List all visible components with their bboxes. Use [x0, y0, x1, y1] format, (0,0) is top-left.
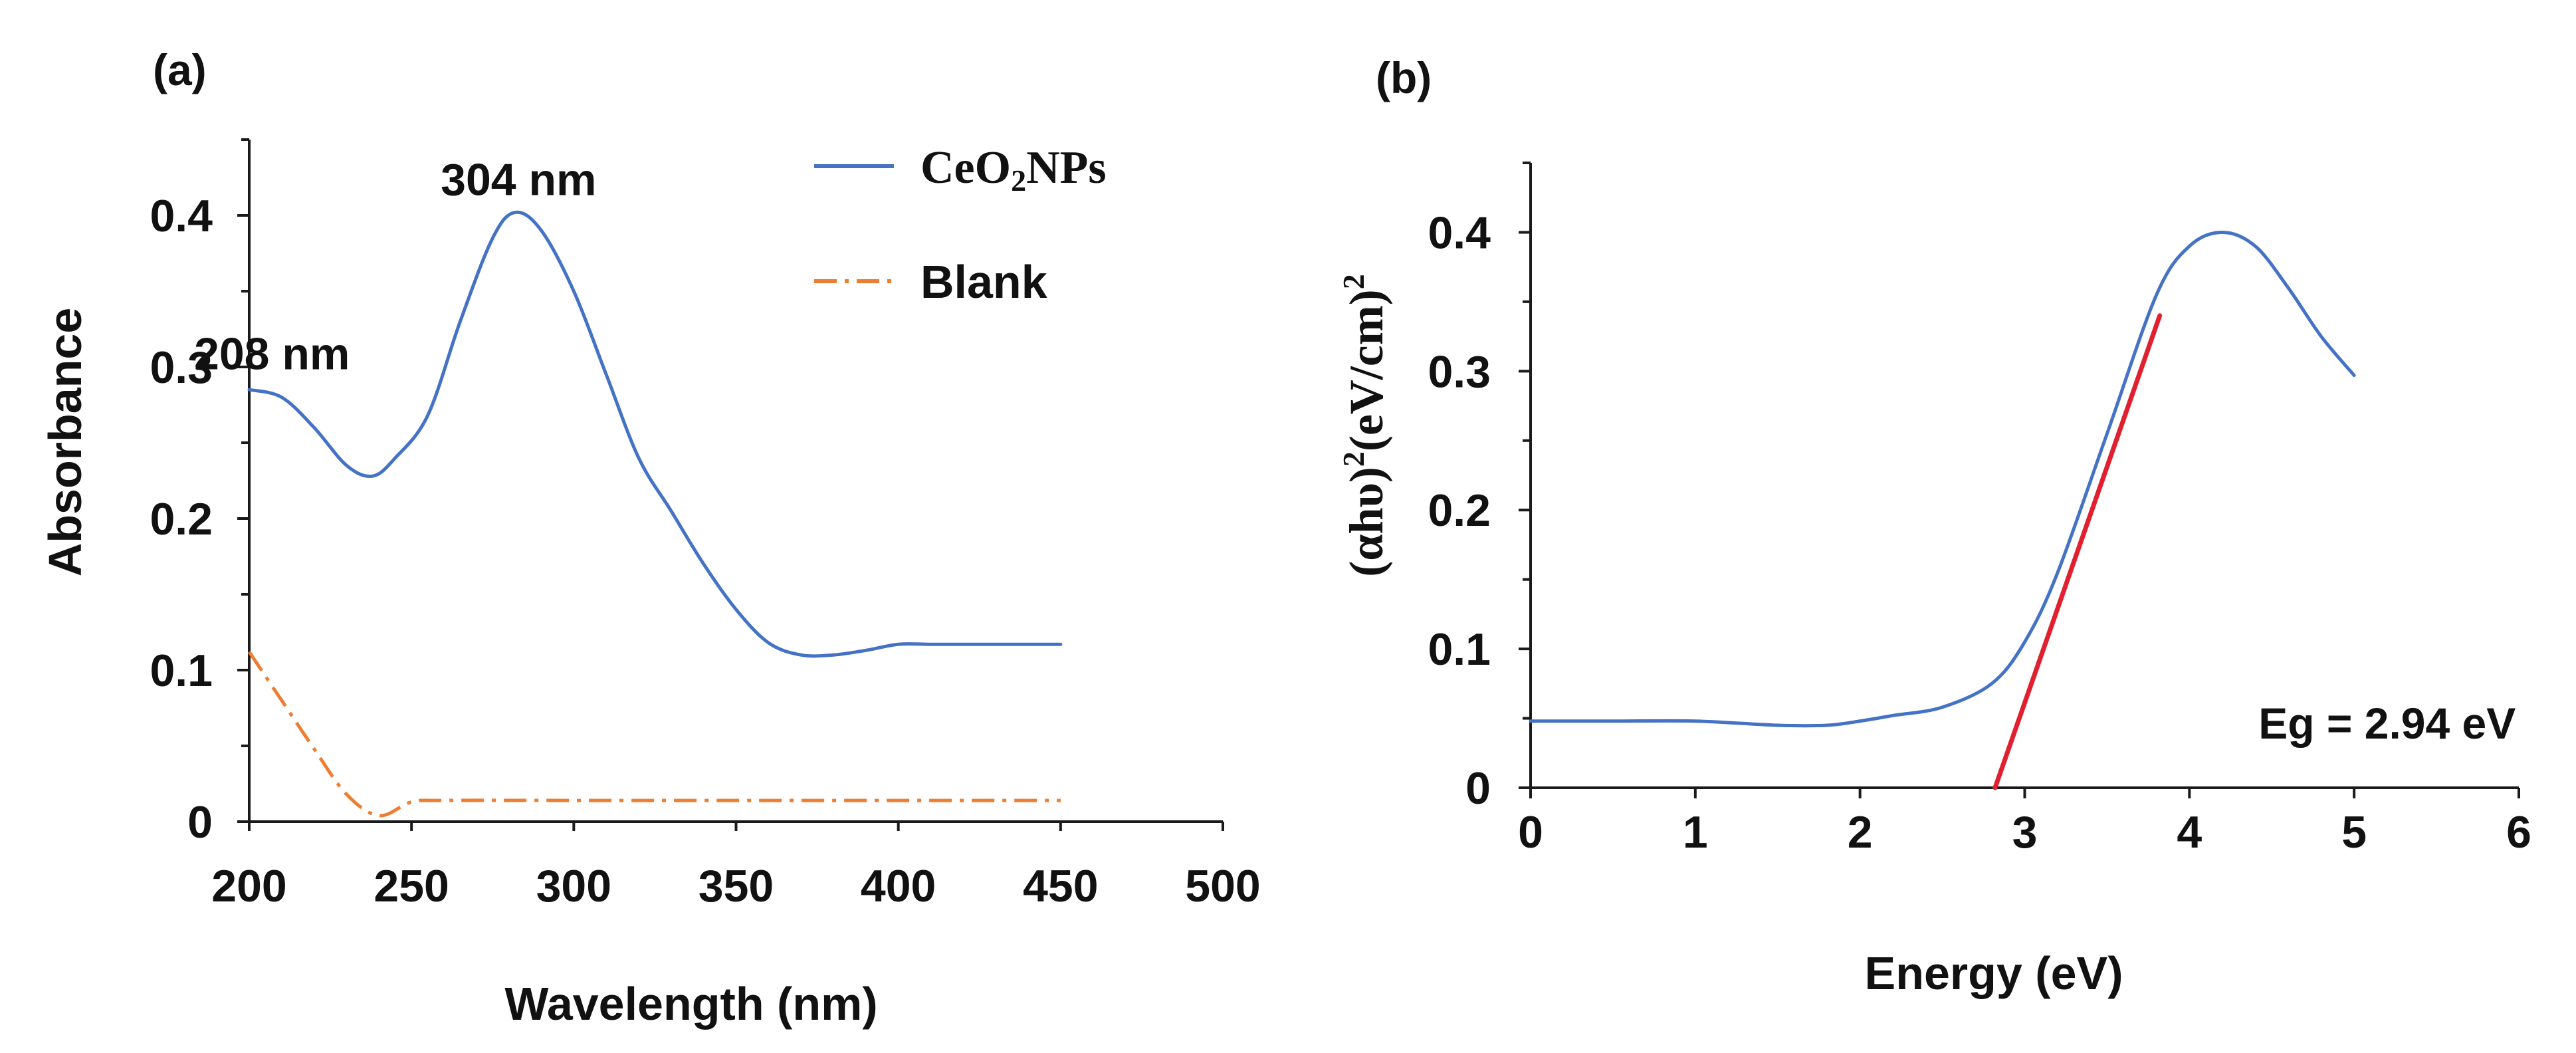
panel-b-x-axis-title: Energy (eV): [1865, 947, 2123, 999]
panel-b-eg-annotation: Eg = 2.94 eV: [2258, 699, 2516, 748]
panel-b-label: (b): [1376, 53, 1432, 102]
x-tick-label: 5: [2341, 807, 2367, 858]
x-tick-label: 6: [2506, 807, 2531, 858]
panel-b-ylabel-sup2: 2: [1337, 274, 1370, 289]
legend-ceo2-base: CeO: [920, 142, 1011, 193]
panel-a-annotation-304: 304 nm: [441, 154, 596, 205]
panel-b-series: [1529, 230, 2356, 790]
y-tick-label: 0.1: [1428, 624, 1491, 675]
panel-a-series: [247, 210, 1063, 818]
y-tick-label: 0: [1465, 763, 1491, 814]
panel-b-tauc-plot: (b) 0 0.1 0.2 0.3 0.4 0 1 2 3 4 5 6 Eg = 2.94 eV E…: [1337, 53, 2531, 999]
legend-ceo2-subscript: 2: [1011, 164, 1026, 197]
x-tick-label: 0: [1518, 807, 1543, 858]
y-tick-label: 0.1: [150, 645, 213, 696]
panel-b-ylabel-part2: (eV/cm): [1340, 289, 1393, 451]
x-tick-label: 450: [1023, 861, 1098, 911]
series-tangent-fit-line: [1992, 313, 2163, 790]
panel-a-label: (a): [153, 45, 207, 94]
series-blank-line: [247, 651, 1061, 818]
x-tick-label: 500: [1185, 861, 1260, 911]
y-tick-label: 0.4: [150, 191, 213, 241]
y-tick-label: 0.2: [1428, 485, 1491, 536]
x-tick-label: 200: [211, 861, 286, 911]
panel-b-x-tick-labels: 0 1 2 3 4 5 6: [1518, 807, 2531, 858]
x-tick-label: 1: [1683, 807, 1708, 858]
panel-a-axes: [237, 138, 1224, 831]
y-tick-label: 0.3: [150, 342, 213, 393]
panel-b-y-tick-labels: 0 0.1 0.2 0.3 0.4: [1428, 207, 1491, 814]
panel-a-y-tick-labels: 0 0.1 0.2 0.3 0.4: [150, 191, 213, 848]
legend-blank-label: Blank: [920, 256, 1047, 308]
panel-b-ylabel-part1: (αhυ): [1340, 467, 1393, 577]
x-tick-label: 3: [2012, 807, 2038, 858]
series-ceo-nps-line: [247, 210, 1063, 658]
y-tick-label: 0.2: [150, 494, 213, 544]
y-tick-label: 0.4: [1428, 207, 1491, 258]
x-tick-label: 4: [2177, 807, 2202, 858]
panel-a-x-tick-labels: 200 250 300 350 400 450 500: [211, 861, 1260, 911]
x-tick-label: 300: [536, 861, 611, 911]
panel-a-absorbance-chart: (a) 00.10.20.30.4 200 250 300 350 400 450 500 …: [39, 45, 1261, 1030]
panel-b-y-axis-title: (αhυ)2(eV/cm)2: [1337, 274, 1393, 576]
panel-a-legend: CeO2NPs Blank: [814, 142, 1107, 308]
x-tick-label: 400: [861, 861, 936, 911]
x-tick-label: 250: [374, 861, 449, 911]
panel-b-ylabel-sup1: 2: [1337, 451, 1370, 467]
panel-a-y-axis-title: Absorbance: [39, 308, 91, 577]
y-tick-label: 0: [187, 797, 213, 848]
legend-ceo2-end: NPs: [1026, 142, 1107, 193]
panel-a-x-axis-title: Wavelength (nm): [504, 978, 877, 1030]
panel-a-annotation-208: 208 nm: [194, 329, 350, 380]
x-tick-label: 2: [1848, 807, 1873, 858]
x-tick-label: 350: [698, 861, 774, 911]
y-tick-label: 0.3: [1428, 346, 1491, 397]
legend-ceo2-label: CeO2NPs: [920, 142, 1107, 197]
panel-b-axes: [1519, 162, 2520, 798]
series-spectrum-line: [1529, 230, 2356, 728]
